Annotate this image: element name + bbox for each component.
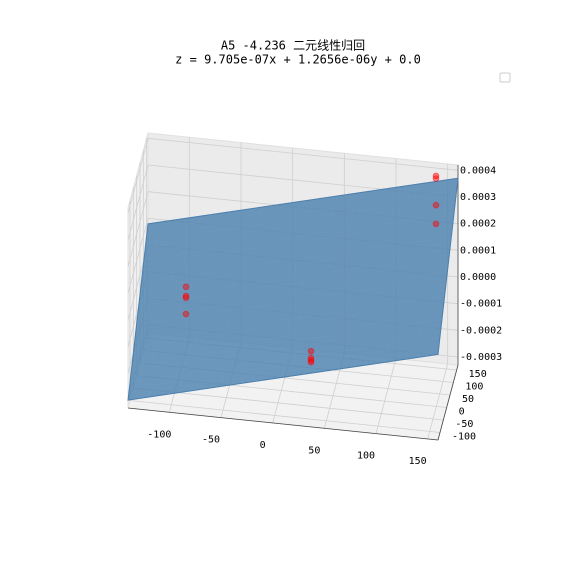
z-tick-label: 0.0003	[460, 192, 496, 203]
x-tick-label: 100	[357, 451, 375, 462]
data-point	[432, 220, 440, 228]
plane-mesh	[396, 184, 417, 361]
data-point	[307, 358, 315, 366]
x-tick-label: -100	[147, 429, 171, 440]
plane-mesh	[145, 195, 457, 242]
data-point	[432, 175, 440, 182]
plane-mesh	[147, 183, 458, 230]
grid-line	[133, 387, 444, 421]
x-tick-label: 50	[308, 445, 320, 456]
grid-line	[127, 218, 149, 294]
y-tick-label: 50	[462, 394, 474, 405]
x-tick-label: 150	[409, 456, 427, 467]
grid-line	[127, 164, 149, 241]
x-axis	[127, 407, 439, 441]
data-point	[307, 356, 315, 364]
chart-subtitle: z = 9.705e-07x + 1.2656e-06y + 0.0	[175, 53, 421, 67]
chart-title: A5 -4.236 二元线性归回	[221, 39, 365, 53]
data-point	[182, 292, 190, 300]
z-tick-label: 0.0002	[460, 219, 496, 230]
y-tick-label: 150	[469, 369, 487, 380]
grid-line	[147, 137, 459, 171]
plane-mesh	[406, 182, 428, 360]
grid-line	[129, 400, 441, 433]
y-tick-label: 0	[459, 407, 465, 418]
y-tick-label: -100	[452, 432, 476, 443]
plane-mesh	[145, 201, 456, 248]
plane-mesh	[144, 207, 455, 254]
data-point	[307, 347, 315, 355]
x-tick-label: 0	[260, 440, 266, 451]
grid-line	[127, 138, 149, 214]
y-tick-label: 100	[465, 382, 483, 393]
data-point	[432, 201, 440, 209]
x-tick-label: -50	[202, 435, 220, 446]
y-tick-label: -50	[455, 419, 473, 430]
z-tick-label: 0.0004	[460, 165, 496, 176]
y-axis	[437, 364, 459, 441]
data-point	[182, 294, 190, 302]
z-tick-label: 0.0000	[460, 272, 496, 283]
grid-line	[127, 191, 149, 267]
z-tick-label: 0.0001	[460, 245, 496, 256]
data-point	[182, 310, 190, 318]
plane-mesh	[146, 189, 457, 236]
z-tick-label: -0.0001	[460, 299, 502, 310]
plane-mesh	[427, 179, 448, 357]
legend	[499, 72, 511, 83]
z-tick-label: -0.0002	[460, 325, 502, 336]
grid-line	[427, 363, 449, 440]
grid-line	[375, 358, 397, 434]
z-tick-label: -0.0003	[460, 352, 502, 363]
plane-mesh	[417, 181, 438, 358]
data-point	[182, 283, 190, 291]
